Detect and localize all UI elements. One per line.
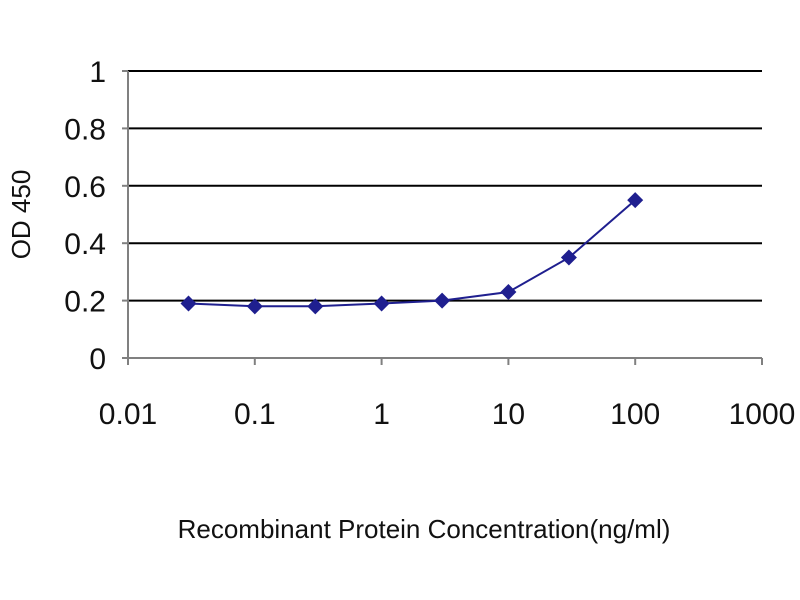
y-tick-label-2: 0.4 bbox=[64, 228, 106, 261]
series-line bbox=[188, 199, 636, 308]
x-tick-labels: 0.01 0.1 1 10 100 1000 bbox=[99, 358, 796, 431]
x-tick-label-0: 0.01 bbox=[99, 398, 157, 431]
data-point-3 bbox=[373, 295, 390, 312]
x-tick-label-4: 100 bbox=[610, 398, 660, 431]
y-axis-title: OD 450 bbox=[6, 170, 36, 260]
y-tick-label-5: 1 bbox=[89, 56, 106, 89]
y-tick-label-4: 0.8 bbox=[64, 113, 106, 146]
x-tick-label-3: 10 bbox=[492, 398, 525, 431]
data-point-4 bbox=[434, 292, 451, 309]
x-tick-label-2: 1 bbox=[373, 398, 390, 431]
x-tick-label-5: 1000 bbox=[729, 398, 796, 431]
y-tick-label-0: 0 bbox=[89, 343, 106, 376]
y-tick-label-3: 0.6 bbox=[64, 171, 106, 204]
axes bbox=[127, 71, 762, 359]
x-tick-label-1: 0.1 bbox=[234, 398, 276, 431]
data-point-6 bbox=[560, 249, 577, 266]
gridlines bbox=[128, 70, 762, 302]
series-od450 bbox=[180, 192, 644, 315]
data-point-5 bbox=[500, 283, 517, 300]
data-point-0 bbox=[180, 295, 197, 312]
data-point-2 bbox=[307, 298, 324, 315]
data-point-1 bbox=[246, 298, 263, 315]
x-axis-title: Recombinant Protein Concentration(ng/ml) bbox=[178, 514, 671, 544]
y-tick-label-1: 0.2 bbox=[64, 286, 106, 319]
data-point-7 bbox=[627, 192, 644, 209]
y-tick-labels: 0 0.2 0.4 0.6 0.8 1 bbox=[64, 56, 128, 376]
